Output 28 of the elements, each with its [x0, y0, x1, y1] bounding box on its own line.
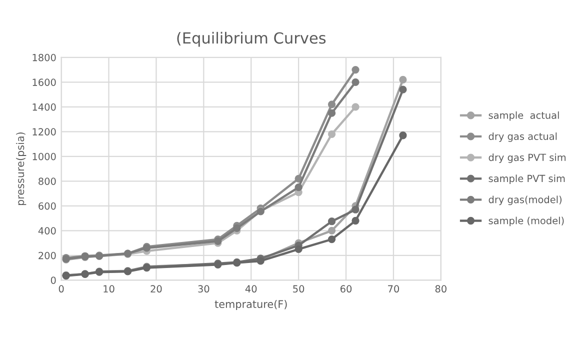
- legend-label: dry gas(model): [488, 196, 562, 206]
- y-tick-label: 600: [38, 202, 56, 210]
- x-tick-label: 30: [198, 285, 210, 293]
- y-tick-label: 400: [38, 227, 56, 234]
- x-tick-label: 80: [435, 285, 446, 293]
- y-tick-label: 1200: [32, 128, 56, 136]
- legend-label: dry gas actual: [488, 132, 557, 142]
- chart-title: (Equilibrium Curves: [177, 32, 326, 47]
- x-tick-label: 40: [245, 285, 257, 293]
- x-axis-title: temprature(F): [214, 300, 287, 310]
- y-tick-label: 1400: [32, 103, 56, 111]
- legend-label: sample actual: [488, 111, 559, 121]
- legend-label: dry gas PVT sim: [488, 154, 566, 163]
- y-axis-title: pressure(psia): [16, 132, 26, 206]
- x-tick-label: 70: [388, 285, 400, 293]
- y-tick-label: 200: [38, 252, 56, 260]
- x-tick-label: 0: [58, 285, 64, 293]
- x-tick-label: 60: [340, 285, 352, 293]
- y-tick-label: 1800: [32, 54, 56, 62]
- legend-label: sample (model): [488, 216, 564, 226]
- y-tick-label: 1000: [32, 152, 56, 160]
- y-tick-label: 0: [50, 276, 56, 284]
- x-tick-label: 10: [104, 285, 114, 293]
- legend-label: sample PVT sim: [488, 174, 565, 184]
- y-tick-label: 1600: [32, 78, 56, 86]
- y-tick-label: 800: [38, 178, 56, 185]
- x-tick-label: 20: [150, 285, 162, 293]
- x-tick-label: 50: [293, 285, 304, 293]
